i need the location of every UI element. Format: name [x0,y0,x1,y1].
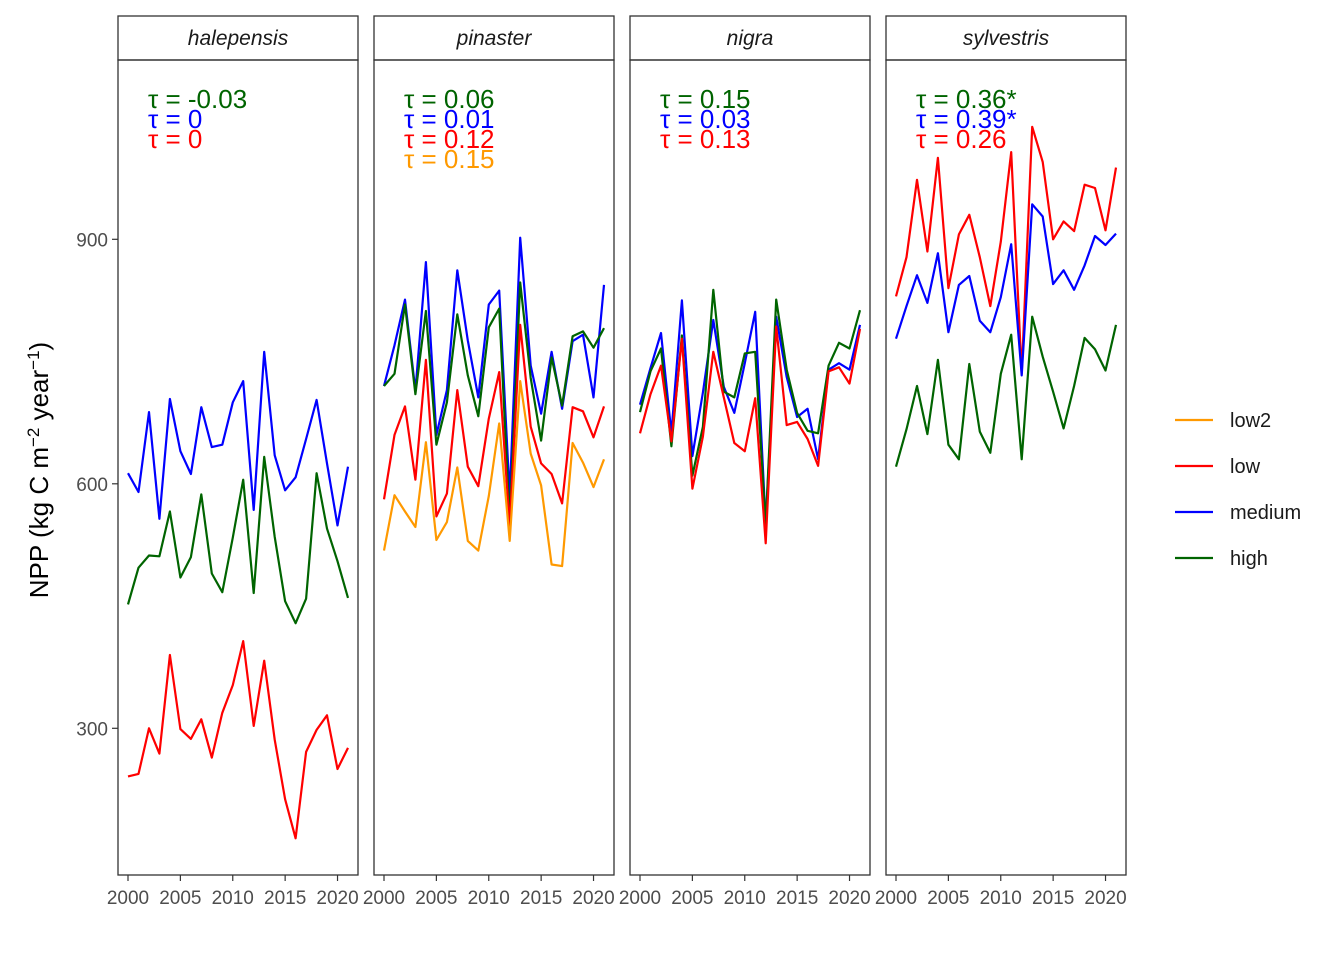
y-title-exponent: −1 [24,350,43,369]
x-tick-label: 2015 [264,888,306,909]
tau-annotation-high: τ = 0.06 [404,84,495,114]
legend-item-low2: low2 [1175,410,1271,432]
y-title-mid: year [24,369,54,427]
y-title-base: NPP (kg C m [24,447,54,598]
legend-label: low [1230,456,1261,478]
series-line-medium [127,350,350,527]
facet-strip [885,15,1127,61]
series-line-low [382,323,606,528]
legend-item-high: high [1175,548,1268,570]
facet-panel-sylvestris: sylvestris τ = 0.36*τ = 0.39*τ = 0.26 2000… [875,15,1127,909]
panel-border [629,59,871,876]
tau-annotation-low: τ = 0.26 [916,124,1007,154]
facet-strip-label: nigra [727,27,774,50]
y-axis-title: NPP (kg C m−2 year−1) [24,342,55,598]
x-tick-label: 2010 [724,888,766,909]
y-tick-label: 600 [76,475,108,496]
tau-annotation-low: τ = 0.13 [660,124,751,154]
x-tick-label: 2005 [671,888,713,909]
series-line-medium [638,299,862,526]
tau-annotation-low: τ = 0 [148,124,202,154]
x-tick-label: 2015 [776,888,818,909]
facet-panel-nigra: nigra τ = 0.15τ = 0.03τ = 0.13 2000 2005 201… [619,15,871,909]
legend: low2 low medium high [1175,410,1301,570]
tau-annotation-medium: τ = 0 [148,104,202,134]
x-tick-label: 2015 [520,888,562,909]
legend-label: high [1230,548,1268,570]
series-line-low [638,325,862,545]
legend-item-medium: medium [1175,502,1301,524]
facet-strip [629,15,871,61]
facet-panel-pinaster: pinaster τ = 0.06τ = 0.01τ = 0.12τ = 0.15… [363,15,615,909]
tau-annotation-medium: τ = 0.01 [404,104,495,134]
panel-border [117,59,359,876]
x-tick-label: 2000 [875,888,917,909]
series-line-high [383,281,605,522]
x-tick-label: 2020 [1084,888,1126,909]
x-tick-label: 2005 [415,888,457,909]
x-tick-label: 2020 [828,888,870,909]
y-axis: 300 600 900 [76,230,118,740]
facet-strip-label: sylvestris [963,27,1050,50]
series-line-high [894,315,1118,467]
series-line-high [126,455,350,625]
tau-annotation-low: τ = 0.12 [404,124,495,154]
legend-label: medium [1230,502,1301,524]
tau-annotation-high: τ = 0.15 [660,84,751,114]
x-tick-label: 2010 [468,888,510,909]
x-tick-label: 2005 [927,888,969,909]
legend-label: low2 [1230,410,1271,432]
panel-border [373,59,615,876]
x-tick-label: 2000 [107,888,149,909]
series-line-low [127,639,349,840]
tau-annotation-high: τ = 0.36* [916,84,1017,114]
tau-annotation-high: τ = -0.03 [148,84,247,114]
tau-annotation-low2: τ = 0.15 [404,144,495,174]
x-tick-label: 2015 [1032,888,1074,909]
y-title-end: ) [24,342,54,351]
x-tick-label: 2010 [212,888,254,909]
facet-strip-label: pinaster [456,27,533,50]
tau-annotation-medium: τ = 0.39* [916,104,1017,134]
facet-strip-label: halepensis [188,27,289,50]
series-line-low2 [382,380,606,568]
x-tick-label: 2000 [619,888,661,909]
x-tick-label: 2020 [316,888,358,909]
x-tick-label: 2005 [159,888,201,909]
x-tick-label: 2020 [572,888,614,909]
tau-annotation-medium: τ = 0.03 [660,104,751,134]
y-title-exponent: −2 [24,428,43,447]
y-tick-label: 300 [76,719,108,740]
series-line-low [894,125,1118,375]
panel-border [885,59,1127,876]
x-tick-label: 2010 [980,888,1022,909]
facet-strip [117,15,359,61]
x-tick-label: 2000 [363,888,405,909]
legend-item-low: low [1175,456,1261,478]
series-line-medium [894,203,1117,377]
y-tick-label: 900 [76,230,108,251]
